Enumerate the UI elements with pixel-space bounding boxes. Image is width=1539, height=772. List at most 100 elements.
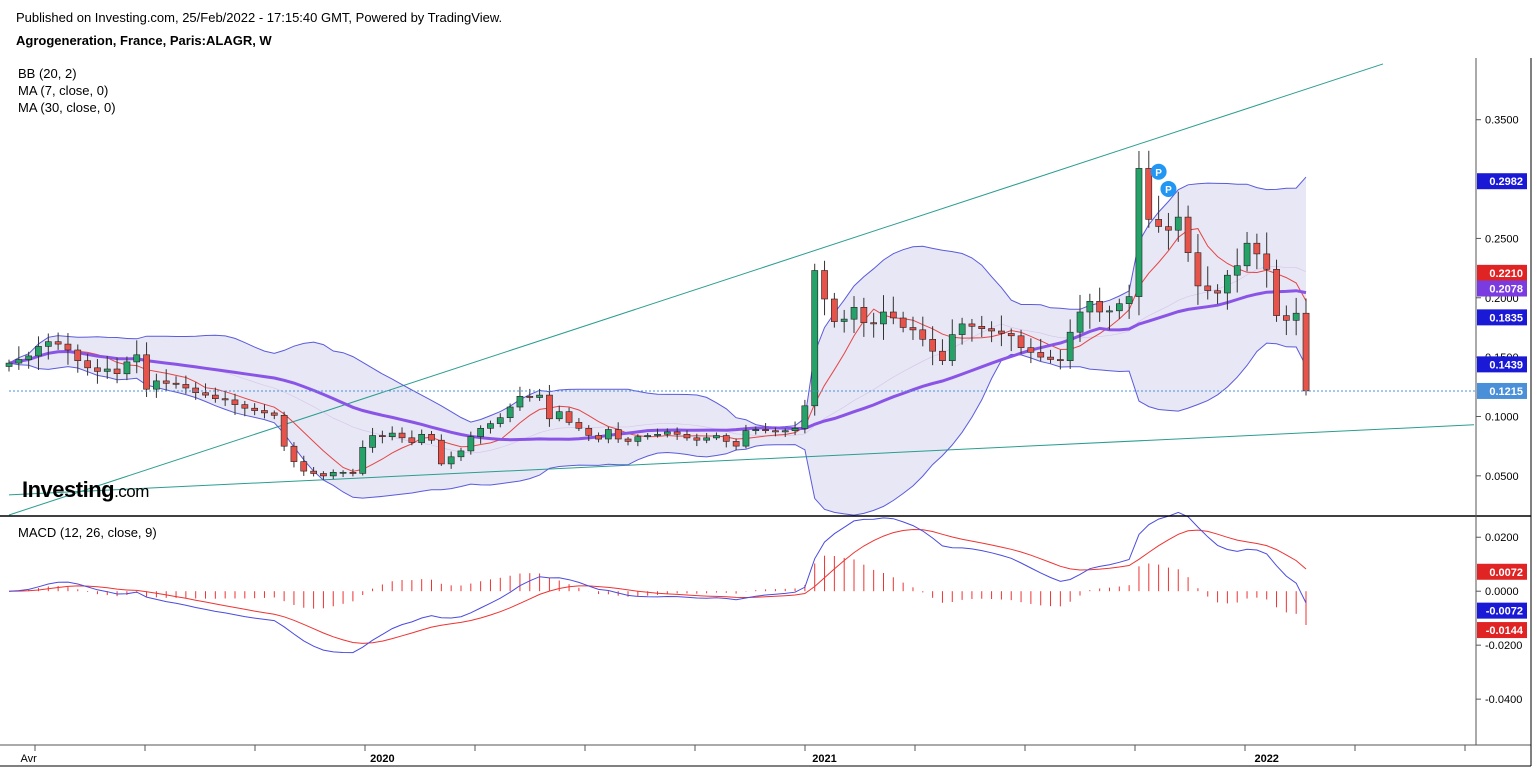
candle-body [1017, 335, 1025, 348]
candle-body [526, 395, 534, 398]
candle-body [801, 405, 809, 429]
investing-logo: Investing.com [22, 477, 149, 502]
candle-body [378, 435, 386, 438]
candle-body [1283, 315, 1290, 321]
candle-body [1243, 242, 1251, 267]
candle-body [506, 406, 514, 418]
price-tag: 0.2210 [1489, 268, 1523, 280]
indicator-ma30-label[interactable]: MA (30, close, 0) [18, 100, 116, 115]
x-tick-label: 2022 [1254, 753, 1278, 765]
price-tick-label: 0.2500 [1485, 233, 1519, 245]
lower-trend-line [8, 424, 1475, 496]
candle-body [998, 330, 1005, 334]
candle-body [54, 341, 62, 345]
candle-body [123, 361, 131, 375]
candle-body [1086, 300, 1094, 313]
candle-body [172, 382, 180, 385]
candle-body [1116, 303, 1123, 312]
candle-body [202, 392, 209, 396]
candle-body [1066, 331, 1074, 362]
bb-fill-area [9, 177, 1306, 516]
candle-body [732, 441, 740, 447]
candle-body [1165, 226, 1172, 231]
candle-body [968, 323, 976, 327]
price-tag: 0.1835 [1489, 312, 1523, 324]
candle-body [1233, 265, 1241, 276]
candle-body [113, 368, 121, 374]
price-tag-box [1477, 280, 1527, 297]
candle-body [477, 427, 485, 437]
candle-body [25, 355, 33, 360]
candle-body [290, 445, 298, 462]
candle-body [880, 311, 887, 325]
candle-body [575, 422, 583, 429]
candle-body [713, 435, 720, 439]
candle-body [1155, 219, 1162, 227]
macd-tag: 0.0072 [1489, 567, 1523, 579]
candle-body [280, 414, 288, 447]
price-tag-box [1477, 264, 1527, 281]
candle-body [320, 473, 327, 477]
candle-body [1135, 168, 1143, 297]
axes: 0.35000.25000.20000.15000.10000.05000.02… [0, 58, 1532, 767]
chart-title: Agrogeneration, France, Paris:ALAGR, W [16, 33, 272, 48]
price-tick-label: 0.3500 [1485, 115, 1519, 127]
indicator-bb-label[interactable]: BB (20, 2) [18, 66, 77, 81]
candle-body [339, 471, 347, 474]
indicator-macd-label[interactable]: MACD (12, 26, close, 9) [18, 525, 157, 540]
candle-body [428, 433, 435, 441]
candle-body [251, 407, 259, 411]
price-tag-box [1477, 356, 1527, 373]
candle-body [644, 435, 651, 438]
candle-body [300, 461, 308, 472]
candle-body [162, 380, 170, 384]
candle-body [791, 427, 799, 431]
price-tag-box [1477, 382, 1527, 399]
macd-tag: -0.0072 [1486, 606, 1523, 618]
candle-body [546, 394, 553, 420]
price-tag: 0.2078 [1489, 284, 1523, 296]
macd-tick-label: 0.0200 [1485, 532, 1519, 544]
bollinger-band-fill [9, 177, 1306, 516]
candle-body [536, 394, 543, 398]
macd-panel [8, 511, 1307, 654]
candle-body [1224, 274, 1231, 294]
candle-body [899, 317, 907, 328]
candle-body [1106, 310, 1113, 313]
candle-body [909, 327, 917, 331]
candle-body [1145, 168, 1153, 220]
candle-body [1096, 300, 1103, 313]
candle-body [978, 325, 986, 329]
candle-body [310, 470, 318, 474]
candle-body [1194, 252, 1202, 287]
candle-body [840, 318, 848, 322]
candle-body [762, 429, 769, 432]
candle-body [703, 437, 710, 441]
candle-body [1076, 311, 1084, 333]
candle-body [565, 411, 573, 423]
trend-lines [8, 63, 1475, 516]
candle-body [555, 411, 563, 420]
candle-body [5, 362, 13, 367]
candle-body [261, 410, 268, 414]
candle-body [624, 438, 632, 442]
price-tag-box [1477, 309, 1527, 326]
candle-body [143, 354, 150, 390]
indicator-ma7-label[interactable]: MA (7, close, 0) [18, 83, 109, 98]
candle-body [860, 306, 868, 323]
candle-body [94, 367, 101, 372]
candles: PP [5, 150, 1310, 480]
macd-tick-label: 0.0000 [1485, 586, 1519, 598]
candle-body [654, 433, 661, 436]
candle-body [752, 429, 760, 432]
upper-trend-line [8, 63, 1384, 516]
candle-body [722, 435, 730, 442]
candle-body [1292, 312, 1300, 321]
candle-body [693, 437, 701, 441]
x-tick-label: 2021 [812, 753, 836, 765]
candle-body [270, 412, 278, 416]
candle-body [437, 439, 445, 465]
candle-body [850, 306, 858, 320]
candle-body [1184, 216, 1192, 254]
